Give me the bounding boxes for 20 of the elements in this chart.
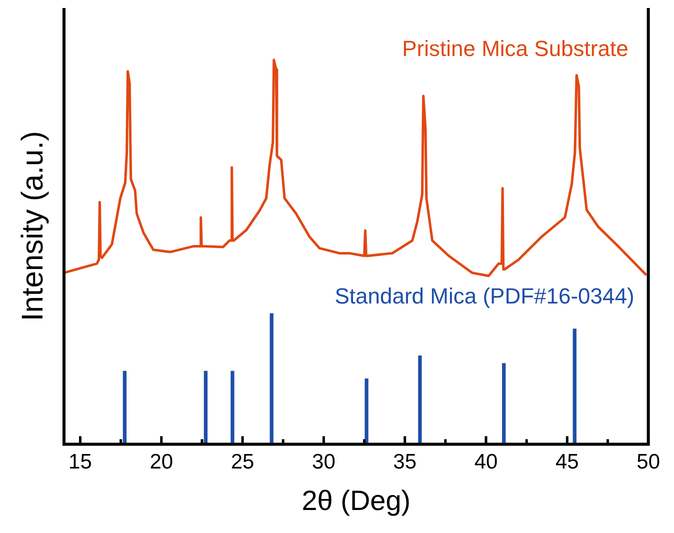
- x-tick-label: 25: [230, 450, 254, 474]
- bar: [418, 355, 422, 444]
- bar: [230, 370, 234, 444]
- bar: [502, 363, 506, 444]
- text: Standard Mica (PDF#16-0344): [334, 284, 634, 309]
- x-tick-label: 40: [474, 450, 498, 474]
- x-tick-label: 30: [312, 450, 336, 474]
- series-label: Pristine Mica Substrate: [402, 36, 628, 62]
- bar: [122, 370, 127, 444]
- bar: [572, 328, 576, 444]
- bar: [270, 313, 274, 444]
- x-tick-label: 20: [150, 450, 174, 474]
- x-tick-label: 15: [68, 450, 92, 474]
- x-tick-label: 50: [636, 450, 660, 474]
- bar: [204, 370, 208, 444]
- bar: [364, 378, 368, 444]
- x-axis-title: 2θ (Deg): [302, 484, 411, 516]
- y-axis-title: Intensity (a.u.): [16, 131, 50, 322]
- x-tick-label: 45: [555, 450, 579, 474]
- x-tick-label: 35: [393, 450, 417, 474]
